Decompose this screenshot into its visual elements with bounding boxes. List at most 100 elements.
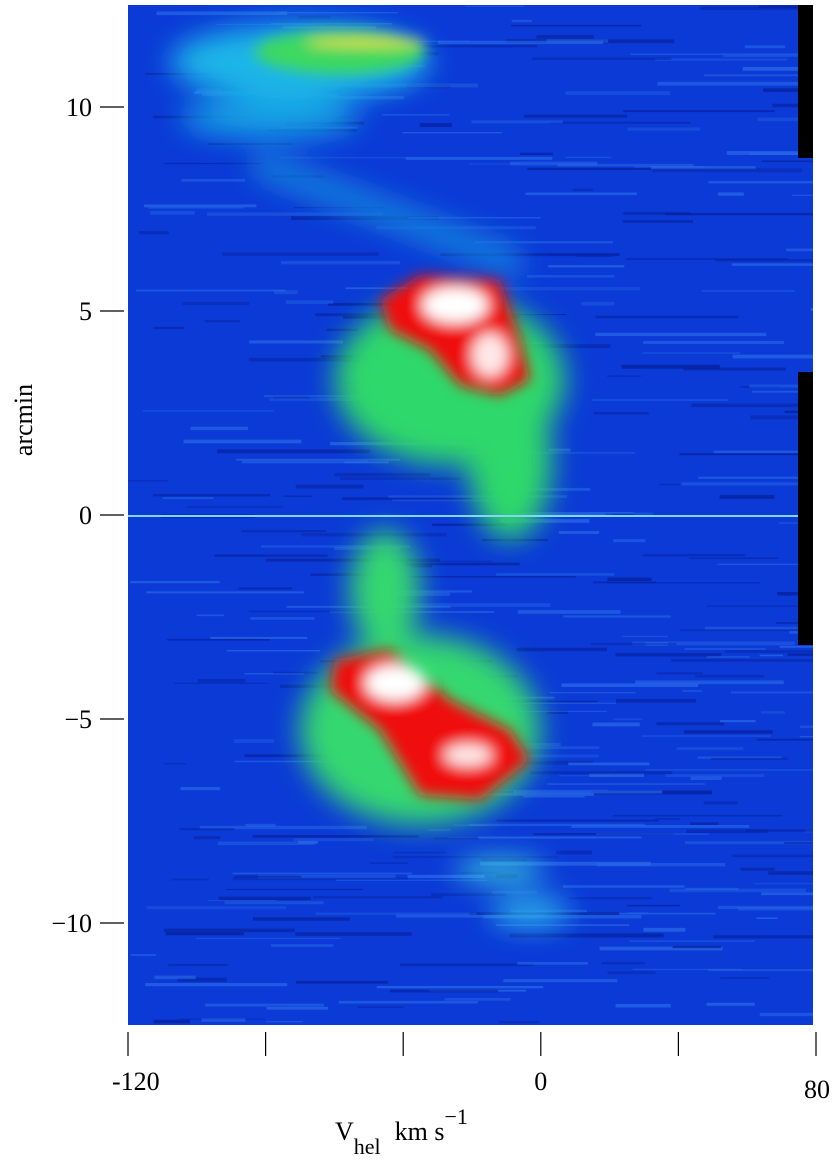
texture	[532, 58, 672, 60]
texture	[465, 5, 524, 7]
texture	[510, 162, 597, 166]
texture	[725, 650, 836, 653]
texture	[197, 615, 224, 617]
texture	[512, 20, 532, 22]
texture	[298, 16, 330, 19]
texture	[627, 127, 700, 130]
texture	[205, 1004, 324, 1007]
texture	[214, 555, 327, 557]
texture	[592, 399, 727, 401]
texture	[168, 964, 227, 966]
texture	[550, 122, 690, 124]
texture	[423, 45, 537, 47]
texture	[518, 610, 621, 614]
texture	[784, 842, 836, 844]
texture	[563, 615, 671, 617]
texture	[645, 769, 823, 770]
texture	[327, 329, 359, 331]
texture	[723, 55, 836, 57]
texture	[754, 883, 836, 884]
texture	[183, 440, 301, 444]
texture	[409, 576, 575, 577]
texture	[136, 290, 285, 292]
texture	[163, 497, 214, 499]
texture	[786, 249, 836, 252]
texture	[671, 659, 817, 662]
texture	[402, 132, 502, 133]
texture	[673, 946, 722, 948]
texture	[222, 252, 378, 256]
texture	[811, 308, 836, 311]
texture	[131, 954, 157, 956]
x-tick-label: 80	[804, 1075, 830, 1104]
texture	[743, 67, 836, 71]
texture	[732, 855, 819, 857]
texture	[273, 672, 317, 674]
texture	[684, 730, 773, 734]
texture	[154, 327, 185, 329]
texture	[164, 763, 186, 764]
texture	[517, 648, 607, 652]
texture	[749, 384, 836, 387]
texture	[760, 655, 783, 657]
texture	[762, 160, 836, 162]
texture	[643, 341, 784, 344]
texture	[181, 179, 245, 182]
texture	[345, 461, 389, 463]
texture	[250, 617, 314, 620]
texture	[454, 824, 488, 826]
texture	[294, 838, 374, 841]
texture	[643, 928, 685, 932]
texture	[707, 656, 750, 657]
texture	[689, 558, 779, 559]
texture	[607, 582, 760, 583]
x-label-unit: km s	[395, 1117, 445, 1146]
texture	[758, 118, 799, 122]
texture	[527, 275, 614, 278]
texture	[180, 828, 235, 830]
texture	[707, 606, 836, 607]
texture	[471, 120, 562, 123]
y-tick-label: −5	[64, 705, 92, 734]
texture	[565, 157, 611, 158]
texture	[788, 654, 836, 656]
texture	[657, 672, 703, 674]
texture	[792, 195, 836, 196]
texture	[616, 1004, 671, 1008]
texture	[145, 983, 287, 986]
texture	[296, 485, 364, 489]
texture	[370, 862, 408, 864]
texture	[394, 852, 447, 853]
texture	[745, 45, 785, 48]
texture	[357, 1006, 403, 1007]
texture	[800, 725, 836, 728]
texture	[526, 192, 637, 195]
texture	[227, 650, 320, 651]
texture	[153, 494, 270, 496]
texture	[591, 643, 677, 645]
texture	[616, 699, 696, 702]
texture	[340, 477, 461, 479]
texture	[298, 841, 318, 844]
texture	[274, 290, 298, 294]
texture	[208, 143, 293, 145]
texture	[166, 932, 244, 935]
texture	[148, 207, 243, 208]
texture	[130, 581, 220, 583]
texture	[607, 971, 655, 974]
texture	[698, 477, 836, 479]
texture	[144, 204, 256, 207]
texture	[503, 979, 617, 982]
y-tick-label: 0	[79, 501, 92, 530]
texture	[623, 110, 774, 112]
texture	[642, 554, 745, 556]
texture	[677, 747, 744, 750]
texture	[635, 680, 784, 684]
texture	[234, 876, 301, 878]
texture	[146, 591, 304, 593]
texture	[281, 157, 409, 159]
texture	[607, 375, 641, 376]
texture	[691, 776, 722, 780]
texture	[129, 480, 169, 481]
texture	[150, 211, 195, 215]
